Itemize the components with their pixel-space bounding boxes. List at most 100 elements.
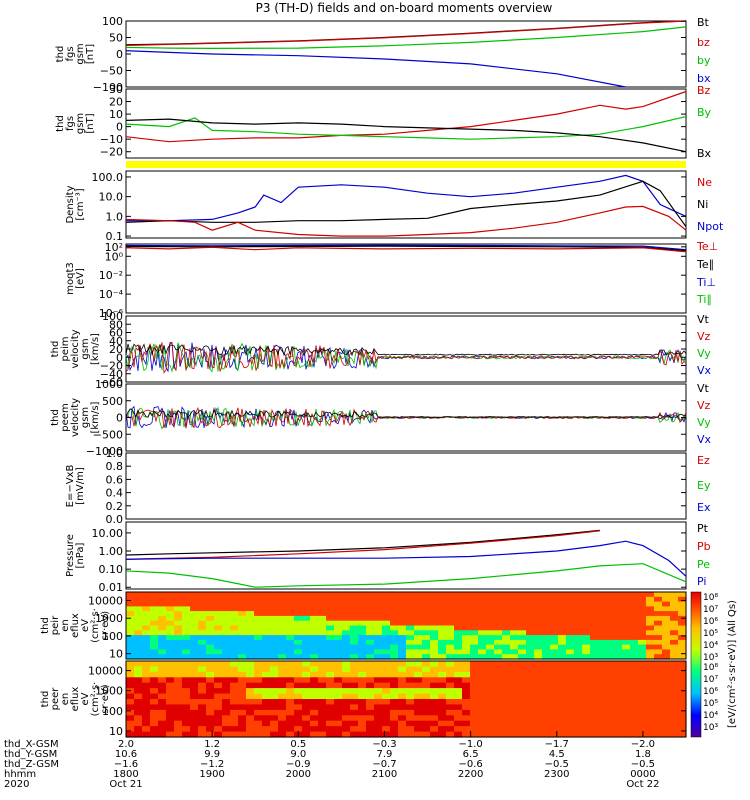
heatmap-cell [334, 699, 343, 705]
heatmap-cell [598, 677, 607, 684]
heatmap-cell [142, 601, 151, 607]
heatmap-cell [374, 639, 383, 646]
heatmap-cell [638, 731, 647, 738]
y-axis-label: en [60, 693, 71, 706]
heatmap-cell [286, 601, 295, 607]
heatmap-cell [270, 726, 279, 733]
colorbar-tick-label: 10⁵ [703, 699, 718, 709]
heatmap-cell [262, 731, 271, 738]
heatmap-cell [646, 596, 655, 603]
heatmap-cell [550, 644, 559, 650]
heatmap-cell [382, 630, 391, 636]
heatmap-cell [446, 661, 455, 667]
heatmap-cell [566, 709, 575, 716]
heatmap-cell [454, 671, 463, 678]
heatmap-cell [414, 649, 423, 655]
heatmap-cell [454, 639, 463, 646]
heatmap-cell [334, 671, 343, 678]
heatmap-cell [174, 693, 183, 700]
heatmap-cell [606, 704, 615, 711]
heatmap-cell [206, 666, 215, 673]
heatmap-cell [566, 611, 575, 617]
heatmap-cell [598, 726, 607, 733]
heatmap-cell [222, 709, 231, 716]
heatmap-cell [438, 661, 447, 667]
heatmap-cell [166, 654, 175, 660]
heatmap-cell [430, 715, 439, 722]
heatmap-cell [446, 625, 455, 631]
heatmap-cell [662, 644, 671, 650]
heatmap-cell [518, 720, 527, 727]
heatmap-cell [470, 682, 479, 689]
heatmap-cell [478, 726, 487, 733]
y-tick-label: 1000 [95, 378, 123, 391]
heatmap-cell [190, 709, 199, 716]
heatmap-cell [622, 726, 631, 733]
heatmap-cell [206, 649, 215, 655]
heatmap-cell [518, 606, 527, 612]
heatmap-cell [142, 606, 151, 612]
heatmap-cell [510, 699, 519, 705]
heatmap-cell [214, 649, 223, 655]
heatmap-cell [670, 654, 679, 660]
heatmap-cell [286, 630, 295, 636]
heatmap-cell [550, 704, 559, 711]
heatmap-cell [390, 601, 399, 607]
heatmap-cell [262, 677, 271, 684]
heatmap-cell [326, 592, 335, 598]
heatmap-cell [390, 625, 399, 631]
heatmap-cell [654, 731, 663, 738]
heatmap-cell [470, 720, 479, 727]
heatmap-cell [246, 677, 255, 684]
heatmap-cell [278, 596, 287, 603]
heatmap-cell [558, 699, 567, 705]
heatmap-cell [446, 630, 455, 636]
heatmap-cell [198, 699, 207, 705]
heatmap-cell [422, 731, 431, 738]
heatmap-cell [486, 649, 495, 655]
heatmap-cell [262, 615, 271, 622]
heatmap-cell [494, 639, 503, 646]
heatmap-cell [558, 625, 567, 631]
heatmap-cell [398, 611, 407, 617]
heatmap-cell [254, 635, 263, 641]
heatmap-cell [486, 606, 495, 612]
heatmap-cell [230, 635, 239, 641]
heatmap-cell [390, 704, 399, 711]
heatmap-cell [190, 601, 199, 607]
y-axis-label: peir [50, 615, 61, 635]
heatmap-cell [598, 699, 607, 705]
heatmap-cell [526, 704, 535, 711]
heatmap-cell [158, 720, 167, 727]
heatmap-cell [398, 699, 407, 705]
heatmap-cell [566, 671, 575, 678]
heatmap-cell [438, 601, 447, 607]
heatmap-cell [558, 635, 567, 641]
heatmap-cell [462, 704, 471, 711]
heatmap-cell [630, 592, 639, 598]
heatmap-cell [566, 639, 575, 646]
heatmap-cell [542, 620, 551, 627]
heatmap-cell [318, 726, 327, 733]
heatmap-cell [310, 635, 319, 641]
heatmap-cell [574, 671, 583, 678]
y-axis-label: peim [60, 336, 71, 361]
heatmap-cell [142, 731, 151, 738]
y-tick-label: 40 [109, 335, 123, 348]
y-axis-label: peer [50, 687, 61, 711]
heatmap-cell [126, 709, 135, 716]
heatmap-cell [510, 693, 519, 700]
heatmap-cell [518, 704, 527, 711]
heatmap-cell [142, 644, 151, 650]
heatmap-cell [270, 649, 279, 655]
heatmap-cell [318, 596, 327, 603]
heatmap-cell [182, 606, 191, 612]
y-axis-label: eflux [70, 687, 81, 712]
heatmap-cell [574, 704, 583, 711]
heatmap-cell [582, 630, 591, 636]
heatmap-cell [286, 611, 295, 617]
heatmap-cell [526, 620, 535, 627]
heatmap-cell [462, 699, 471, 705]
